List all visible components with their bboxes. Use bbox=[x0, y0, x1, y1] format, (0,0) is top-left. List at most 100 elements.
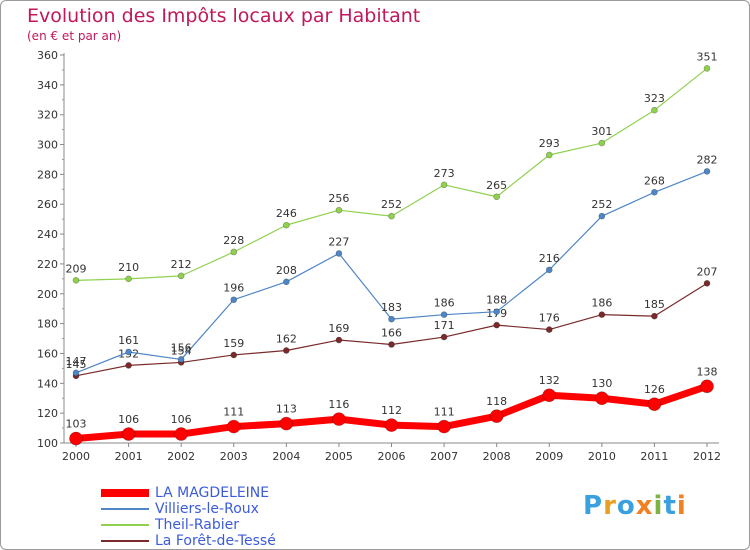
legend-swatch bbox=[101, 508, 149, 510]
x-tick-label: 2003 bbox=[220, 450, 248, 463]
x-tick-label: 2012 bbox=[693, 450, 721, 463]
chart-title: Evolution des Impôts locaux par Habitant bbox=[27, 5, 421, 27]
data-point bbox=[440, 333, 448, 341]
data-point bbox=[542, 388, 557, 403]
data-label: 176 bbox=[539, 312, 560, 325]
data-label: 227 bbox=[328, 235, 349, 248]
y-tick-label: 120 bbox=[37, 407, 58, 420]
data-point bbox=[335, 336, 343, 344]
data-label: 282 bbox=[697, 153, 718, 166]
data-point bbox=[703, 168, 711, 175]
y-tick-label: 280 bbox=[37, 168, 58, 181]
x-tick-label: 2004 bbox=[272, 450, 300, 463]
data-label: 185 bbox=[644, 298, 665, 311]
data-label: 132 bbox=[539, 374, 560, 387]
data-point bbox=[598, 311, 606, 318]
data-label: 118 bbox=[486, 395, 507, 408]
data-label: 106 bbox=[171, 413, 192, 426]
data-point bbox=[703, 65, 711, 72]
data-point bbox=[700, 379, 714, 394]
y-tick-label: 240 bbox=[37, 228, 58, 241]
x-tick-label: 2005 bbox=[325, 450, 353, 463]
data-point bbox=[230, 351, 238, 359]
data-point bbox=[174, 427, 188, 441]
data-label: 126 bbox=[644, 383, 665, 396]
data-label: 112 bbox=[381, 404, 402, 417]
x-tick-label: 2011 bbox=[640, 450, 668, 463]
data-label: 171 bbox=[434, 319, 455, 332]
legend-label: Theil-Rabier bbox=[155, 517, 240, 533]
data-point bbox=[545, 326, 553, 333]
data-point bbox=[598, 212, 606, 220]
data-point bbox=[388, 341, 395, 348]
brand-logo: Proxiti bbox=[583, 491, 687, 521]
data-point bbox=[598, 139, 606, 147]
data-point bbox=[332, 412, 346, 426]
data-point bbox=[230, 296, 238, 304]
data-point bbox=[72, 369, 80, 377]
data-label: 106 bbox=[118, 413, 139, 426]
data-point bbox=[493, 321, 500, 329]
data-label: 111 bbox=[223, 406, 244, 419]
data-label: 186 bbox=[434, 297, 455, 310]
y-tick-label: 320 bbox=[37, 109, 58, 122]
data-label: 351 bbox=[697, 50, 718, 63]
data-point bbox=[72, 277, 80, 284]
legend-label: LA MAGDELEINE bbox=[155, 485, 270, 501]
y-tick-label: 300 bbox=[37, 139, 58, 152]
x-tick-label: 2001 bbox=[115, 450, 143, 463]
legend-label: Villiers-le-Roux bbox=[155, 501, 259, 517]
data-label: 130 bbox=[591, 377, 612, 390]
data-label: 156 bbox=[171, 341, 192, 354]
data-point bbox=[388, 212, 395, 220]
data-label: 216 bbox=[539, 252, 560, 265]
data-label: 103 bbox=[66, 418, 87, 431]
data-label: 293 bbox=[539, 137, 560, 150]
y-tick-label: 220 bbox=[37, 258, 58, 271]
chart-subtitle: (en € et par an) bbox=[27, 29, 122, 43]
data-label: 265 bbox=[486, 179, 507, 192]
y-tick-label: 260 bbox=[37, 198, 58, 211]
x-tick-label: 2006 bbox=[378, 450, 406, 463]
data-label: 147 bbox=[66, 355, 87, 368]
data-point bbox=[283, 347, 290, 354]
data-label: 212 bbox=[171, 258, 192, 271]
data-label: 273 bbox=[434, 167, 455, 180]
data-point bbox=[226, 419, 241, 434]
data-label: 208 bbox=[276, 264, 297, 277]
x-tick-label: 2010 bbox=[588, 450, 616, 463]
data-label: 207 bbox=[697, 265, 718, 278]
data-point bbox=[177, 272, 185, 280]
data-point bbox=[493, 308, 500, 315]
data-point bbox=[651, 312, 658, 320]
x-tick-label: 2007 bbox=[430, 450, 458, 463]
x-tick-label: 2000 bbox=[62, 450, 90, 463]
data-label: 116 bbox=[328, 398, 349, 411]
data-label: 183 bbox=[381, 301, 402, 314]
y-tick-label: 340 bbox=[37, 79, 58, 92]
data-point bbox=[125, 362, 132, 369]
data-label: 209 bbox=[66, 262, 87, 275]
data-point bbox=[595, 391, 609, 406]
data-point bbox=[651, 106, 658, 114]
data-label: 228 bbox=[223, 234, 244, 247]
legend-swatch bbox=[101, 540, 149, 542]
y-tick-label: 100 bbox=[37, 437, 58, 450]
data-label: 210 bbox=[118, 261, 139, 274]
data-label: 169 bbox=[328, 322, 349, 335]
data-point bbox=[493, 193, 500, 201]
data-label: 166 bbox=[381, 327, 402, 340]
x-tick-label: 2009 bbox=[535, 450, 563, 463]
data-point bbox=[335, 250, 343, 257]
data-label: 246 bbox=[276, 207, 297, 220]
y-tick-label: 160 bbox=[37, 347, 58, 360]
data-point bbox=[545, 266, 553, 274]
data-point bbox=[440, 181, 448, 189]
y-tick-label: 200 bbox=[37, 288, 58, 301]
data-label: 161 bbox=[118, 334, 139, 347]
data-point bbox=[125, 275, 132, 283]
data-label: 252 bbox=[381, 198, 402, 211]
data-label: 252 bbox=[591, 198, 612, 211]
x-tick-label: 2002 bbox=[167, 450, 195, 463]
